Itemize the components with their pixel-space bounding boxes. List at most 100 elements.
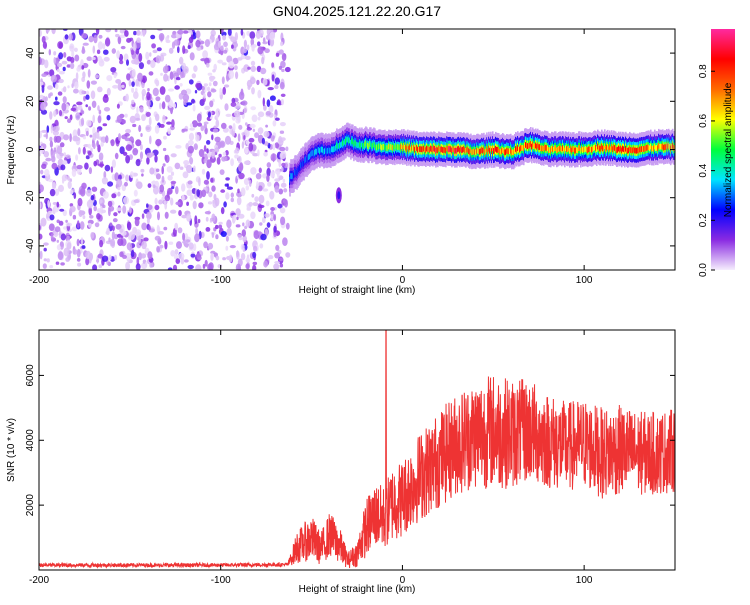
noise-cell — [243, 135, 246, 140]
signal-cell — [315, 148, 317, 155]
noise-cell — [212, 80, 218, 87]
signal-cell — [445, 147, 447, 154]
signal-cell — [503, 148, 505, 154]
noise-cell — [140, 234, 144, 239]
signal-cell — [591, 147, 593, 153]
noise-cell — [279, 122, 286, 127]
noise-cell — [251, 87, 255, 95]
noise-cell — [281, 53, 287, 61]
noise-cell — [211, 185, 216, 192]
noise-cell — [154, 79, 157, 84]
noise-cell — [154, 204, 160, 211]
signal-cell — [555, 145, 557, 152]
signal-cell — [488, 145, 490, 152]
signal-cell — [440, 146, 442, 153]
noise-cell — [151, 43, 157, 49]
noise-cell — [203, 83, 209, 87]
signal-cell — [409, 144, 411, 151]
noise-cell — [84, 162, 89, 170]
noise-cell — [217, 264, 223, 269]
signal-cell — [505, 149, 507, 156]
noise-cell — [254, 196, 259, 203]
noise-cell — [175, 201, 181, 206]
signal-cell — [577, 147, 579, 154]
noise-cell — [103, 94, 108, 98]
signal-cell — [462, 146, 464, 153]
noise-cell — [85, 155, 90, 160]
noise-cell — [54, 226, 61, 233]
signal-cell — [303, 160, 305, 167]
signal-cell — [378, 143, 380, 150]
signal-cell — [573, 146, 575, 152]
noise-cell — [72, 214, 77, 220]
signal-cell — [530, 141, 532, 147]
noise-cell — [200, 125, 205, 132]
noise-cell — [143, 237, 149, 242]
signal-cell — [627, 148, 629, 154]
spectrogram-x-ticks: -200 -100 0 100 — [29, 29, 593, 286]
signal-cell — [421, 146, 423, 153]
noise-cell — [240, 253, 246, 261]
noise-cell — [75, 72, 79, 81]
signal-cell — [621, 147, 623, 154]
noise-cell — [221, 122, 227, 129]
signal-cell — [536, 143, 538, 150]
signal-cell — [379, 143, 381, 150]
signal-cell — [636, 147, 638, 154]
noise-cell — [106, 87, 111, 96]
noise-cell — [125, 253, 132, 260]
noise-cell — [40, 109, 48, 115]
noise-cell — [234, 65, 238, 71]
noise-cell — [172, 264, 178, 270]
noise-cell — [131, 99, 135, 105]
signal-cell — [320, 146, 322, 153]
noise-cell — [136, 106, 139, 115]
noise-cell — [198, 177, 201, 187]
noise-cell — [211, 232, 215, 239]
signal-cell — [358, 142, 360, 149]
noise-cell — [283, 188, 288, 193]
signal-cell — [604, 143, 606, 150]
signal-cell — [508, 148, 510, 155]
noise-cell — [212, 69, 216, 73]
signal-cell — [498, 147, 500, 153]
y-tick-label: 2000 — [25, 494, 36, 517]
signal-cell — [593, 145, 595, 151]
noise-cell — [105, 135, 109, 144]
noise-cell — [274, 252, 280, 259]
noise-cell — [49, 136, 53, 142]
signal-cell — [453, 146, 455, 153]
signal-cell — [545, 145, 547, 151]
signal-cell — [335, 144, 337, 151]
noise-cell — [118, 133, 121, 142]
noise-cell — [252, 251, 257, 259]
noise-cell — [76, 238, 80, 247]
signal-cell — [401, 143, 403, 149]
noise-cell — [228, 125, 233, 129]
noise-cell — [74, 54, 80, 62]
noise-cell — [162, 147, 167, 152]
noise-cell — [48, 49, 51, 56]
noise-cell — [244, 225, 248, 230]
noise-cell — [73, 47, 78, 52]
noise-cell — [98, 34, 103, 39]
x-tick-label: 0 — [400, 275, 406, 286]
noise-cell — [237, 234, 242, 238]
noise-cell — [82, 146, 86, 155]
noise-cell — [226, 219, 232, 229]
signal-cell — [533, 143, 535, 149]
noise-cell — [252, 202, 259, 207]
signal-cell — [304, 157, 306, 164]
noise-cell — [136, 37, 141, 43]
signal-cell — [361, 141, 363, 148]
noise-cell — [125, 261, 130, 270]
noise-cell — [183, 160, 190, 166]
noise-cell — [203, 145, 207, 152]
noise-cell — [231, 44, 234, 49]
noise-cell — [90, 195, 95, 201]
signal-cell — [448, 146, 450, 152]
signal-cell — [473, 148, 475, 155]
noise-cell — [53, 56, 56, 65]
noise-cell — [175, 145, 182, 149]
